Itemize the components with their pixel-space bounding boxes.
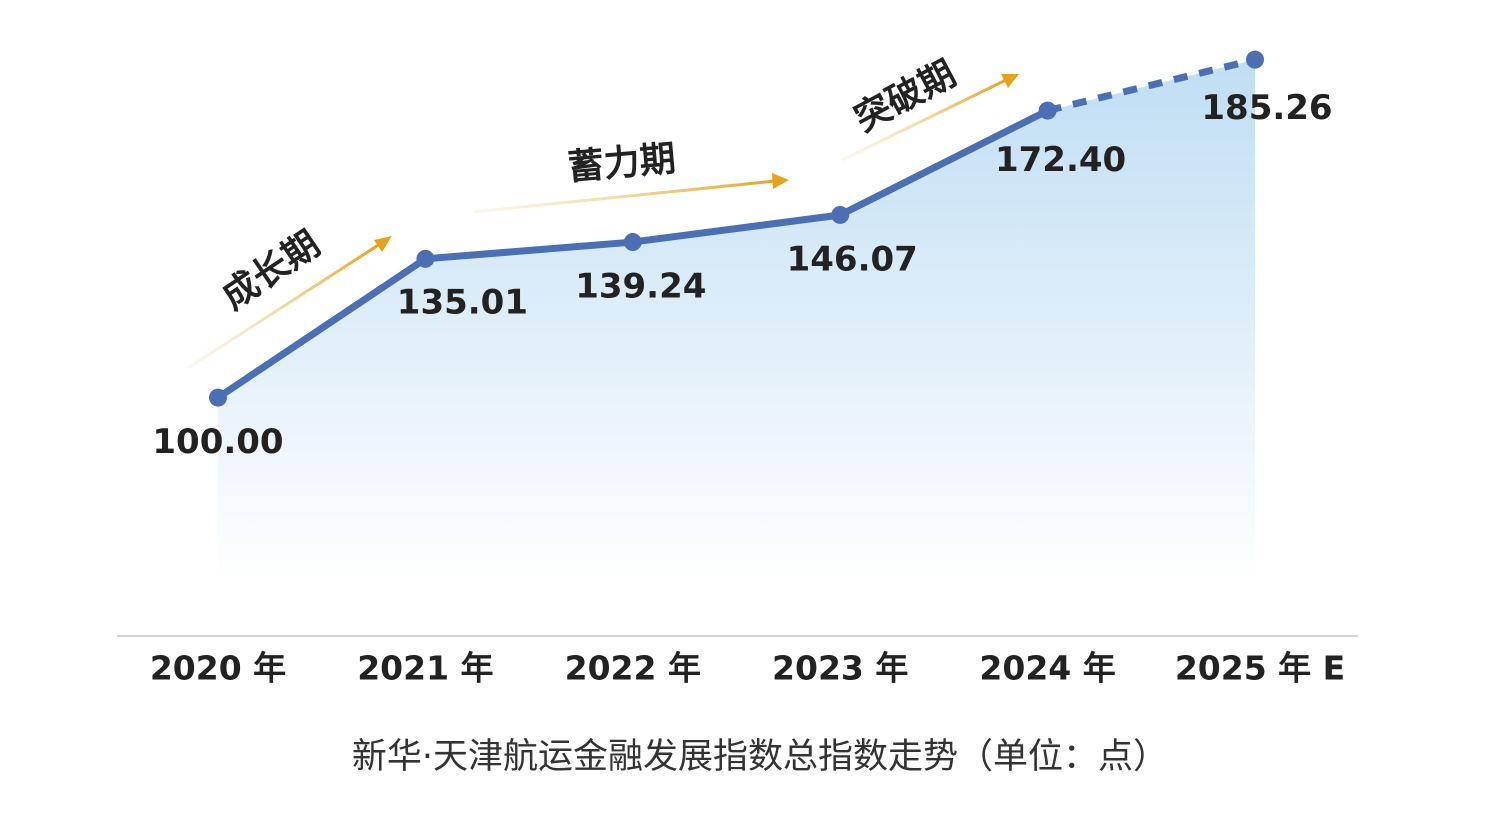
x-tick-label: 2020 年 [150, 649, 286, 688]
line-segment-dashed [1046, 56, 1256, 115]
value-label: 100.00 [152, 422, 283, 462]
phase-arrows [187, 74, 1019, 370]
value-label: 185.26 [1201, 88, 1332, 128]
point [1246, 50, 1264, 69]
x-tick-label: 2023 年 [772, 649, 908, 688]
phase-label: 蓄力期 [566, 138, 677, 188]
value-label: 172.40 [995, 140, 1126, 180]
phase-label: 突破期 [848, 53, 963, 140]
x-tick-label: 2022 年 [565, 649, 701, 688]
arrow [472, 179, 776, 214]
line-segment [629, 211, 844, 246]
point [1038, 101, 1057, 120]
area [218, 59, 1255, 581]
line-segment [214, 255, 429, 402]
arrow [841, 78, 1007, 162]
line-segment [836, 107, 1052, 219]
x-tick-label: 2024 年 [979, 649, 1115, 688]
arrow-head [1001, 74, 1019, 88]
value-label: 146.07 [787, 239, 918, 279]
point [209, 388, 227, 407]
x-tick-label: 2021 年 [357, 649, 493, 688]
arrow-head [374, 236, 392, 252]
x-tick-label: 2025 年 E [1175, 649, 1345, 688]
arrow-head [772, 173, 789, 189]
line-segment [421, 238, 637, 263]
phase-label: 成长期 [215, 224, 327, 318]
value-label: 139.24 [575, 267, 706, 307]
arrow [187, 242, 381, 370]
point [416, 249, 435, 268]
chart-title: 新华·天津航运金融发展指数总指数走势（单位：点） [352, 737, 1168, 777]
value-label: 135.01 [397, 282, 528, 322]
point [623, 233, 642, 252]
point [831, 205, 850, 224]
